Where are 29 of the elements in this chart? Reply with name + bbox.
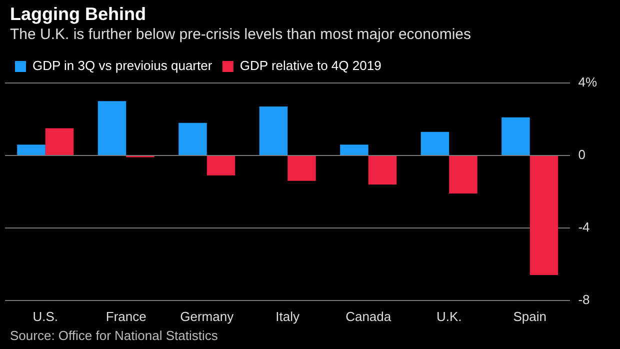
- x-tick-label: Germany: [180, 308, 234, 324]
- x-tick-label: Spain: [513, 308, 546, 324]
- bar: [45, 128, 74, 155]
- legend-label: GDP relative to 4Q 2019: [240, 58, 382, 74]
- bar: [98, 101, 126, 155]
- y-tick-label: 0: [578, 147, 586, 162]
- bar: [368, 156, 397, 184]
- source-note: Source: Office for National Statistics: [10, 328, 218, 343]
- x-tick-label: U.K.: [436, 308, 462, 324]
- bar: [530, 156, 558, 276]
- x-tick-label: France: [106, 308, 146, 324]
- bar: [449, 156, 478, 194]
- y-tick-label: 4%: [578, 74, 598, 90]
- chart-subtitle: The U.K. is further below pre-crisis levels than most major economies: [10, 26, 472, 43]
- x-tick-label: Italy: [276, 308, 300, 324]
- legend-label: GDP in 3Q vs previoius quarter: [32, 58, 213, 74]
- x-tick-label: Canada: [346, 308, 392, 324]
- y-tick-label: -8: [578, 292, 590, 307]
- bar: [259, 106, 288, 155]
- y-tick-label: -4: [578, 220, 590, 235]
- x-tick-label: U.S.: [32, 308, 58, 324]
- chart-title: Lagging Behind: [10, 4, 146, 25]
- bar: [502, 117, 530, 155]
- bar: [206, 156, 236, 176]
- bar: [288, 156, 316, 181]
- bar: [17, 144, 46, 155]
- bar: [340, 144, 368, 155]
- bar: [178, 122, 207, 155]
- bar: [420, 132, 450, 155]
